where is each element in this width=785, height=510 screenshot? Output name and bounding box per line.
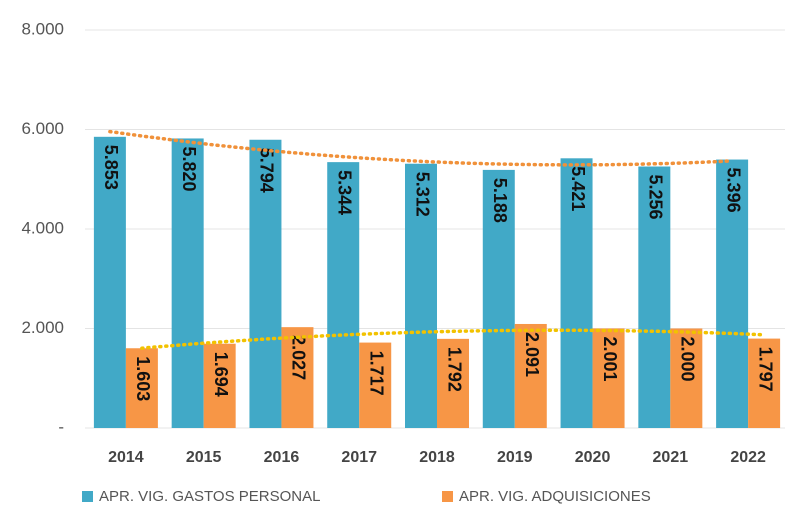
data-label: 2.001 [600, 336, 620, 381]
data-label: 1.694 [211, 352, 231, 397]
bar [93, 136, 126, 429]
bar [670, 328, 703, 428]
bar [716, 159, 749, 428]
bar [171, 138, 204, 428]
data-label: 1.797 [755, 347, 775, 392]
data-label: 5.820 [179, 146, 199, 191]
trendlines [108, 129, 766, 350]
trendline [108, 129, 734, 167]
x-tick-label: 2020 [575, 449, 611, 466]
x-tick-label: 2014 [108, 449, 144, 466]
bar [125, 348, 158, 428]
x-tick-label: 2017 [341, 449, 377, 466]
x-tick-label: 2022 [730, 449, 766, 466]
bar [405, 163, 437, 428]
legend-swatch [442, 491, 453, 502]
y-tick-label: 8.000 [21, 19, 64, 38]
data-label: 5.794 [257, 148, 277, 193]
data-label: 2.000 [678, 337, 698, 382]
x-tick-label: 2018 [419, 449, 455, 466]
bar [203, 343, 236, 428]
bar [437, 338, 469, 428]
data-label: 5.188 [490, 178, 510, 223]
x-tick-label: 2016 [264, 449, 300, 466]
y-tick-label: 2.000 [21, 318, 64, 337]
bar [327, 162, 360, 429]
x-tick-label: 2019 [497, 449, 533, 466]
bar [560, 158, 593, 429]
data-label: 1.717 [366, 351, 386, 396]
y-tick-label: 4.000 [21, 218, 64, 237]
bar [514, 323, 547, 428]
data-label: 5.396 [723, 168, 743, 213]
data-label: 1.603 [133, 356, 153, 401]
data-label: 5.312 [412, 172, 432, 217]
legend-swatch [82, 491, 93, 502]
data-label: 2.027 [289, 335, 309, 380]
bar [249, 139, 282, 428]
data-label: 2.091 [522, 332, 542, 377]
bar [482, 169, 515, 428]
data-label: 5.853 [101, 145, 121, 190]
bar [592, 328, 625, 428]
x-tick-label: 2021 [653, 449, 689, 466]
legend-label: APR. VIG. GASTOS PERSONAL [99, 488, 320, 505]
data-label: 5.256 [646, 175, 666, 220]
y-tick-label: 6.000 [21, 119, 64, 138]
bar [748, 338, 781, 428]
data-label: 1.792 [444, 347, 464, 392]
bar [638, 166, 671, 428]
y-tick-label: - [58, 417, 64, 436]
bar [281, 327, 314, 428]
bar [359, 342, 392, 428]
trendline [140, 328, 766, 350]
legend-label: APR. VIG. ADQUISICIONES [459, 488, 651, 505]
data-label: 5.344 [334, 170, 354, 215]
x-tick-label: 2015 [186, 449, 222, 466]
data-label: 5.421 [568, 166, 588, 211]
